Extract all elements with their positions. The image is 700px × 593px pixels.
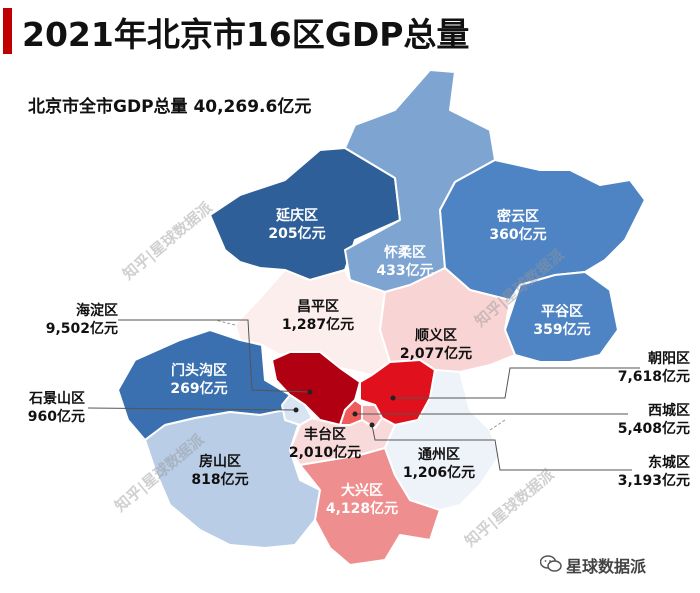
label-shijingshan: 石景山区 960亿元 xyxy=(27,391,85,425)
brand-name: 星球数据派 xyxy=(566,557,647,576)
district-shape-daxing[interactable] xyxy=(299,447,441,566)
page-title: 2021年北京市16区GDP总量 xyxy=(22,15,470,54)
title-accent-bar xyxy=(3,8,12,54)
label-haidian: 海淀区 9,502亿元 xyxy=(45,303,118,337)
label-xicheng: 西城区 5,408亿元 xyxy=(617,403,690,437)
leader-line-chaoyang xyxy=(393,367,640,399)
label-miyun: 密云区 360亿元 xyxy=(489,209,547,243)
label-pinggu: 平谷区 359亿元 xyxy=(533,304,591,338)
label-yanqing: 延庆区 205亿元 xyxy=(268,208,326,242)
leader-line-haidian xyxy=(118,319,311,393)
label-fangshan: 房山区 818亿元 xyxy=(191,454,249,488)
district-shape-fangshan[interactable] xyxy=(144,409,321,549)
label-daxing: 大兴区 4,128亿元 xyxy=(325,483,399,517)
label-tongzhou: 通州区 1,206亿元 xyxy=(402,447,476,481)
label-chaoyang: 朝阳区 7,618亿元 xyxy=(617,351,690,385)
wechat-icon xyxy=(540,555,562,572)
label-huairou: 怀柔区 433亿元 xyxy=(376,245,434,279)
total-gdp-subtitle: 北京市全市GDP总量 40,269.6亿元 xyxy=(28,97,312,117)
district-shape-pinggu[interactable] xyxy=(504,271,619,363)
label-shunyi: 顺义区 2,077亿元 xyxy=(399,328,473,362)
label-changping: 昌平区 1,287亿元 xyxy=(281,299,355,333)
label-fengtai: 丰台区 2,010亿元 xyxy=(288,427,362,461)
label-dongcheng: 东城区 3,193亿元 xyxy=(617,455,690,489)
leader-line-shijingshan xyxy=(87,407,297,411)
label-mentougou: 门头沟区 269亿元 xyxy=(170,363,228,397)
leader-line-dongcheng xyxy=(371,424,632,471)
